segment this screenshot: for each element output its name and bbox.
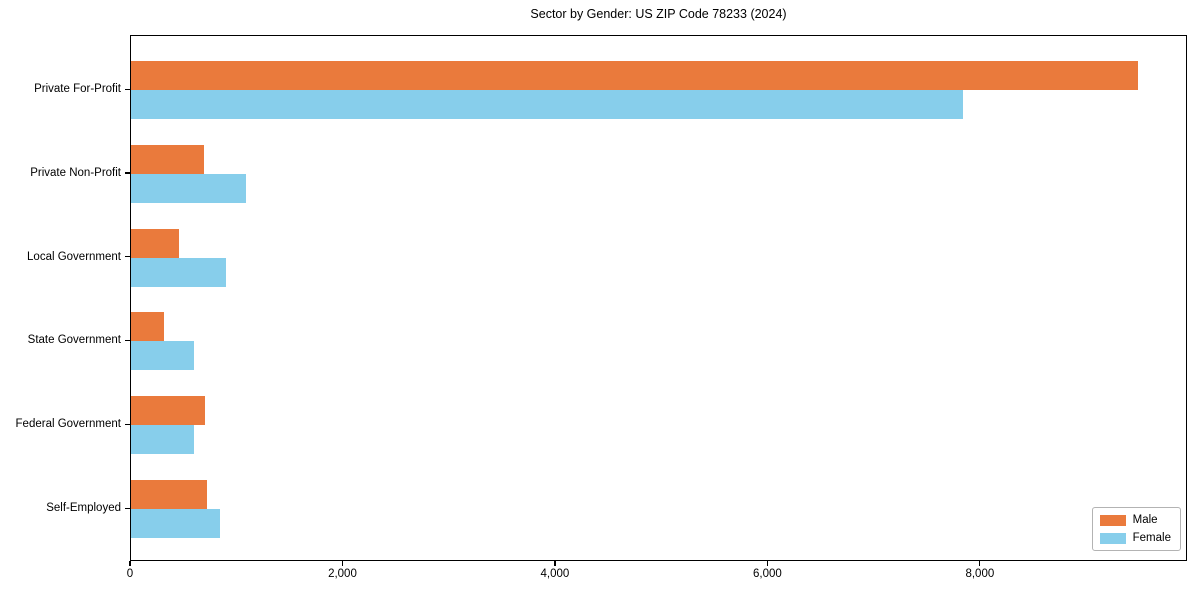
- x-tick-label-8000: 8,000: [965, 568, 995, 580]
- bar-female-local-government: [131, 257, 226, 287]
- x-tick-mark: [766, 561, 769, 566]
- x-tick-label-6000: 6,000: [752, 568, 782, 580]
- bar-female-federal-government: [131, 425, 195, 455]
- legend-entry-female: Female: [1099, 532, 1171, 544]
- bar-female-private-for-profit: [131, 90, 963, 119]
- legend-swatch-female: [1099, 532, 1126, 544]
- bar-male-state-government: [131, 312, 164, 342]
- bar-female-state-government: [131, 341, 195, 371]
- y-axis-label-local-government: Local Government: [27, 250, 121, 263]
- legend-swatch-male: [1099, 514, 1126, 526]
- y-axis-label-state-government: State Government: [27, 334, 121, 347]
- bar-male-federal-government: [131, 396, 206, 426]
- x-tick-label-4000: 4,000: [540, 568, 570, 580]
- legend-label-male: Male: [1132, 514, 1158, 526]
- bar-male-local-government: [131, 228, 179, 258]
- x-tick-mark: [341, 561, 344, 566]
- x-tick-mark: [554, 561, 556, 566]
- bar-female-private-non-profit: [131, 173, 247, 203]
- x-tick-label-2000: 2,000: [328, 568, 357, 580]
- legend-entry-male: Male: [1099, 514, 1171, 526]
- plot-area: [130, 35, 1187, 561]
- y-tick-mark: [125, 172, 130, 174]
- x-tick-mark: [129, 561, 131, 566]
- bar-male-private-for-profit: [131, 61, 1139, 90]
- y-tick-mark: [125, 256, 130, 258]
- bar-male-self-employed: [131, 480, 207, 509]
- y-tick-mark: [125, 423, 130, 425]
- y-tick-mark: [125, 88, 130, 90]
- bar-female-self-employed: [131, 509, 221, 538]
- y-axis-label-private-non-profit: Private Non-Profit: [30, 166, 121, 179]
- y-axis-label-self-employed: Self-Employed: [46, 502, 121, 514]
- legend: Male Female: [1091, 507, 1181, 551]
- y-tick-mark: [125, 507, 130, 509]
- bar-male-private-non-profit: [131, 144, 205, 174]
- legend-label-female: Female: [1132, 532, 1171, 544]
- y-tick-mark: [125, 339, 130, 342]
- y-axis-label-federal-government: Federal Government: [15, 418, 121, 431]
- chart-title: Sector by Gender: US ZIP Code 78233 (202…: [530, 7, 787, 21]
- x-tick-mark: [979, 561, 981, 566]
- y-axis-label-private-for-profit: Private For-Profit: [34, 83, 121, 95]
- x-tick-label-0: 0: [126, 568, 134, 580]
